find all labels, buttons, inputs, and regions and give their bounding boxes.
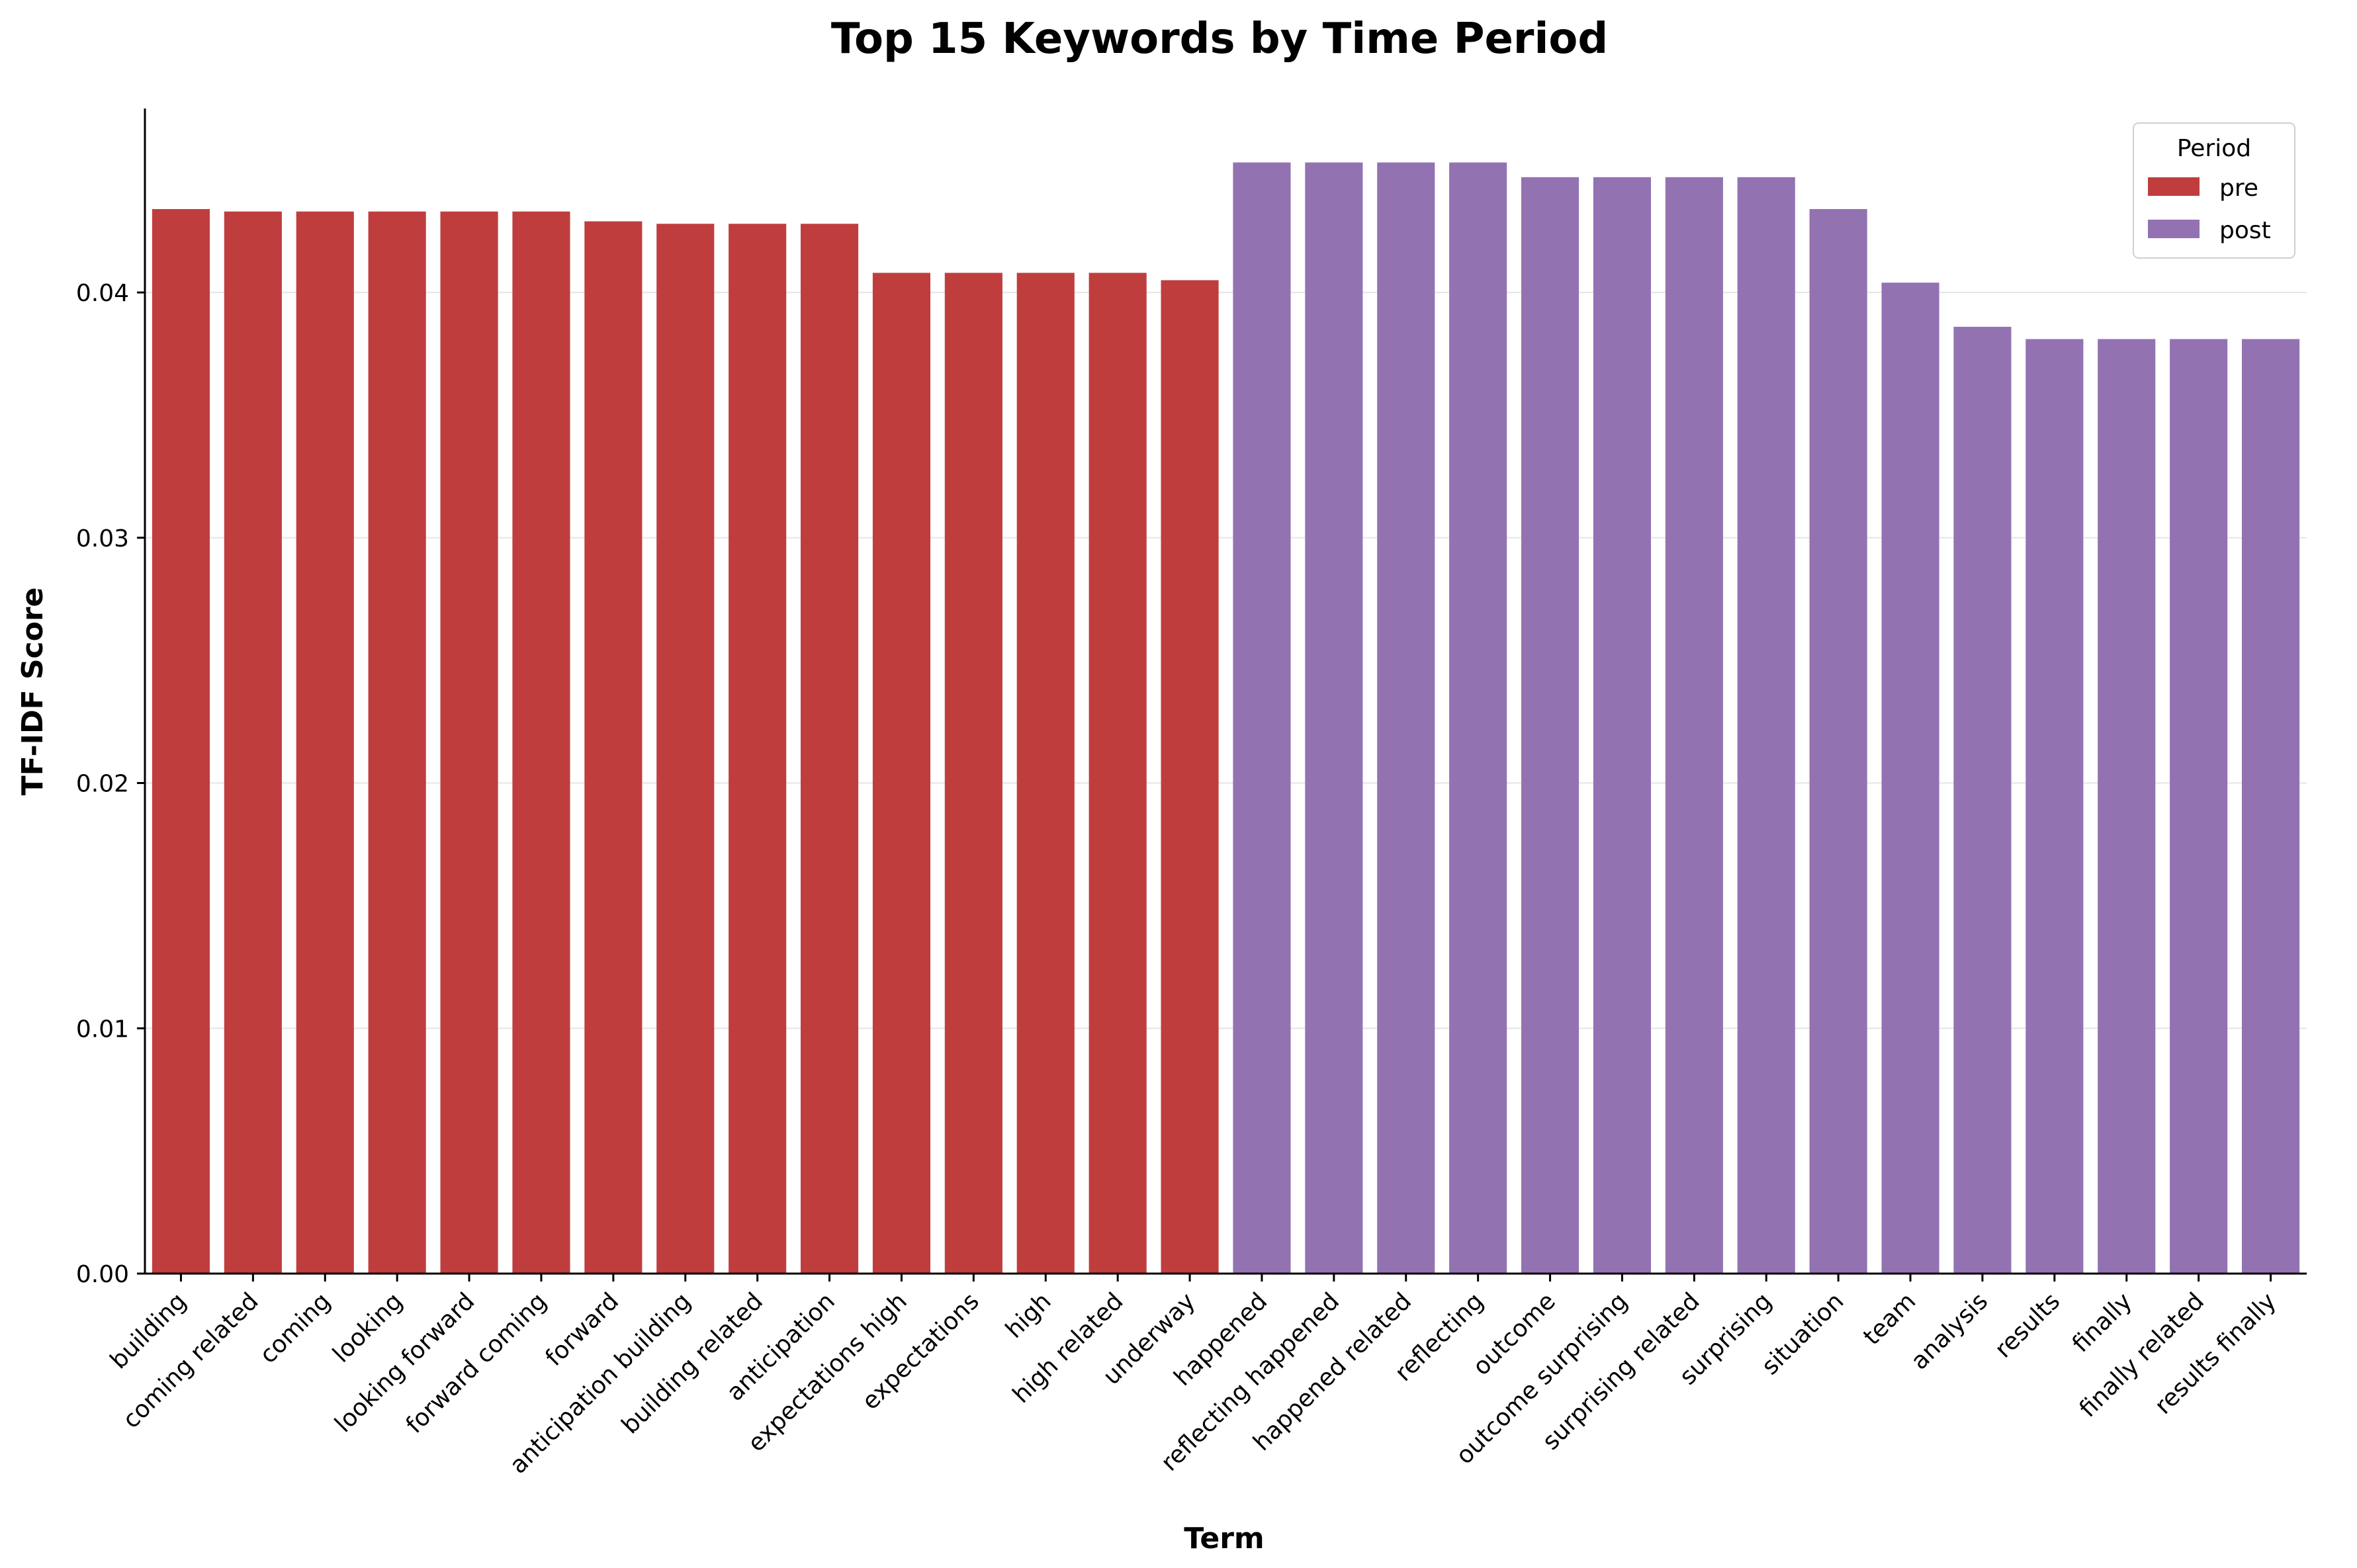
bar-post (2025, 339, 2084, 1274)
x-tick-label: finally (2067, 1287, 2137, 1358)
bar-post (2241, 339, 2300, 1274)
bar-post (1953, 326, 2012, 1274)
bar-post (1305, 162, 1363, 1274)
bar-post (1737, 177, 1795, 1274)
bar-pre (729, 224, 787, 1274)
legend: Period pre post (2133, 122, 2295, 259)
bar-post (1233, 162, 1291, 1274)
chart-title: Top 15 Keywords by Time Period (831, 15, 1608, 64)
y-tick-label: 0.00 (76, 1261, 129, 1288)
x-tick-label: coming related (118, 1287, 264, 1434)
bar-pre (872, 273, 931, 1274)
bar-post (1809, 209, 1867, 1274)
bar-pre (1016, 273, 1075, 1274)
bar-post (1881, 283, 1939, 1274)
bar-pre (152, 209, 210, 1274)
grid-lines (145, 292, 2307, 1029)
legend-label-post: post (2219, 217, 2271, 244)
y-tick-label: 0.04 (76, 280, 129, 307)
legend-label-pre: pre (2219, 175, 2258, 202)
axes (144, 109, 2307, 1275)
bar-post (2098, 339, 2156, 1274)
bar-pre (440, 211, 498, 1274)
bar-post (2170, 339, 2228, 1274)
bar-pre (1089, 273, 1147, 1274)
x-tick-label: coming (255, 1287, 336, 1369)
bar-post (1377, 162, 1435, 1274)
bar-pre (368, 211, 426, 1274)
x-tick-label: finally related (2074, 1287, 2209, 1422)
y-tick-label: 0.02 (76, 771, 129, 798)
bars (152, 162, 2300, 1274)
y-ticks: 0.00 0.01 0.02 0.03 0.04 (76, 280, 145, 1288)
x-axis-label: Term (1184, 1522, 1265, 1555)
bar-pre (1161, 280, 1219, 1274)
x-tick-label: results finally (2150, 1287, 2282, 1419)
bar-pre (584, 221, 643, 1274)
x-tick-label: analysis (1906, 1287, 1993, 1375)
y-tick-label: 0.03 (76, 525, 129, 552)
x-tick-label: high (1001, 1287, 1056, 1343)
bar-pre (224, 211, 282, 1274)
bar-post (1665, 177, 1723, 1274)
legend-swatch-pre (2148, 177, 2200, 196)
bar-pre (512, 211, 570, 1274)
y-axis-label: TF-IDF Score (16, 588, 50, 796)
bar-pre (944, 273, 1002, 1274)
bar-pre (296, 211, 354, 1274)
x-tick-label: team (1858, 1287, 1921, 1350)
bar-post (1521, 177, 1579, 1274)
bar-post (1449, 162, 1507, 1274)
bar-post (1593, 177, 1652, 1274)
legend-title: Period (2177, 135, 2251, 162)
legend-swatch-post (2148, 220, 2200, 238)
x-tick-label: results (1990, 1287, 2065, 1363)
bar-pre (800, 224, 859, 1274)
y-tick-label: 0.01 (76, 1016, 129, 1043)
bar-pre (656, 224, 715, 1274)
